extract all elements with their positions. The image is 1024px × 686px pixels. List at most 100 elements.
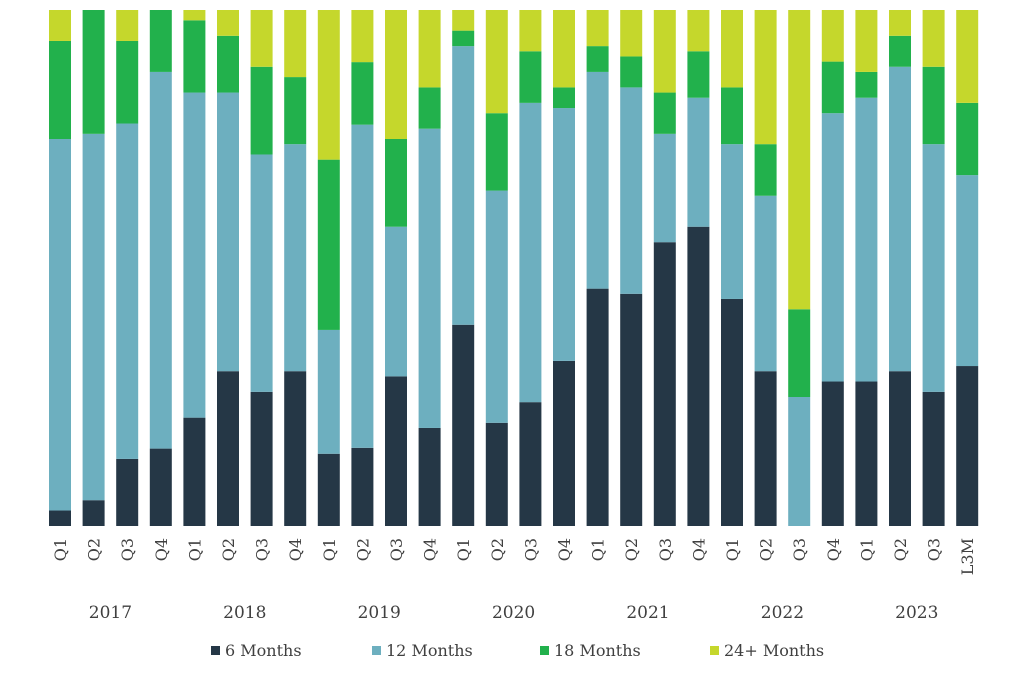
legend-swatch <box>540 646 549 655</box>
bar-segment-18-months <box>687 51 710 98</box>
bar-segment-18-months <box>418 87 441 129</box>
bar-segment-18-months <box>855 71 878 98</box>
bar-segment-24-months <box>519 10 542 52</box>
bar-segment-24-months <box>855 10 878 72</box>
bar-segment-24-months <box>317 10 340 160</box>
bar-segment-12-months <box>116 123 139 459</box>
bar-segment-24-months <box>116 10 139 41</box>
bar-segment-18-months <box>485 113 508 191</box>
bar-segment-12-months <box>956 175 979 367</box>
legend-item: 24+ Months <box>710 641 824 660</box>
x-tick-label: Q3 <box>253 538 272 561</box>
legend-item: 12 Months <box>372 641 473 660</box>
x-tick-label: Q4 <box>689 538 708 561</box>
bar-segment-18-months <box>586 46 609 72</box>
bar-segment-12-months <box>49 139 71 511</box>
bar-segment-6-months <box>889 371 911 526</box>
bar-segment-18-months <box>217 35 239 93</box>
bar-segment-24-months <box>586 10 609 47</box>
bar-column <box>149 10 172 526</box>
bar-segment-12-months <box>250 154 273 392</box>
bar-column <box>754 10 777 526</box>
bar-segment-18-months <box>721 87 743 145</box>
bar-segment-6-months <box>922 391 945 526</box>
bar-segment-24-months <box>653 10 676 93</box>
bar-segment-6-months <box>49 510 71 526</box>
legend-label: 12 Months <box>386 641 473 660</box>
bar-segment-18-months <box>385 139 407 227</box>
bar-column <box>485 10 508 526</box>
bar-segment-18-months <box>754 144 777 196</box>
bar-column <box>855 10 878 526</box>
bar-segment-6-months <box>956 366 979 526</box>
bar-segment-6-months <box>485 422 508 526</box>
bar-segment-6-months <box>217 371 239 526</box>
x-tick-label: Q2 <box>219 538 238 561</box>
bar-segment-24-months <box>620 10 643 57</box>
legend-swatch <box>710 646 719 655</box>
bar-column <box>284 10 307 526</box>
bar-segment-24-months <box>553 10 575 88</box>
bar-segment-12-months <box>754 195 777 372</box>
x-tick-label: Q1 <box>454 538 473 561</box>
bar-segment-18-months <box>351 62 374 125</box>
bar-segment-24-months <box>385 10 407 139</box>
bar-segment-12-months <box>821 113 844 382</box>
bar-segment-18-months <box>149 10 172 72</box>
bar-segment-6-months <box>418 427 441 526</box>
x-tick-label: L3M <box>958 538 977 575</box>
bar-segment-18-months <box>452 30 475 47</box>
bar-segment-6-months <box>653 242 676 526</box>
bar-segment-12-months <box>620 87 643 294</box>
bar-segment-12-months <box>586 71 609 289</box>
bar-column <box>586 10 609 526</box>
legend-label: 6 Months <box>225 641 302 660</box>
x-tick-label: Q2 <box>622 538 641 561</box>
bar-column <box>889 10 911 526</box>
x-tick-label: Q1 <box>185 538 204 561</box>
bar-segment-12-months <box>553 108 575 361</box>
bar-segment-24-months <box>485 10 508 114</box>
bar-segment-24-months <box>754 10 777 145</box>
bar-segment-12-months <box>519 102 542 403</box>
bar-segment-24-months <box>351 10 374 63</box>
x-tick-labels: Q1 Q2 Q3 Q4 Q1 Q2 Q3 Q4 Q1 Q2 Q3 Q4 Q1 Q2 Q3 Q4 Q1 Q2 Q3 Q4… <box>51 538 977 575</box>
bar-segment-24-months <box>821 10 844 62</box>
bar-segment-12-months <box>418 128 441 428</box>
bar-segment-12-months <box>149 71 172 449</box>
x-tick-label: Q4 <box>824 538 843 561</box>
bar-segment-24-months <box>721 10 743 88</box>
x-tick-label: Q3 <box>521 538 540 561</box>
legend-label: 24+ Months <box>724 641 824 660</box>
bar-column <box>183 10 206 526</box>
legend-item: 6 Months <box>211 641 302 660</box>
legend-swatch <box>372 646 381 655</box>
bar-segment-18-months <box>788 309 811 397</box>
bar-column <box>653 10 676 526</box>
bar-column <box>385 10 407 526</box>
bar-segment-6-months <box>250 391 273 526</box>
bar-segment-24-months <box>418 10 441 88</box>
legend-label: 18 Months <box>554 641 641 660</box>
bar-segment-6-months <box>721 298 743 526</box>
bar-segment-12-months <box>317 329 340 454</box>
bar-segment-24-months <box>788 10 811 310</box>
bar-segment-6-months <box>620 293 643 526</box>
bar-segment-18-months <box>284 77 307 145</box>
x-tick-label: Q3 <box>925 538 944 561</box>
x-tick-label: Q2 <box>85 538 104 561</box>
bar-segment-24-months <box>452 10 475 31</box>
bar-column <box>620 10 643 526</box>
x-tick-label: Q1 <box>320 538 339 561</box>
bar-segment-18-months <box>317 159 340 330</box>
bar-column <box>217 10 239 526</box>
bar-segment-18-months <box>82 10 105 134</box>
year-label: 2018 <box>223 603 266 623</box>
bar-column <box>519 10 542 526</box>
bar-segment-24-months <box>250 10 273 67</box>
x-tick-label: Q3 <box>118 538 137 561</box>
bar-segment-18-months <box>49 40 71 139</box>
x-tick-label: Q2 <box>891 538 910 561</box>
x-tick-label: Q3 <box>387 538 406 561</box>
bar-segment-12-months <box>183 92 206 418</box>
